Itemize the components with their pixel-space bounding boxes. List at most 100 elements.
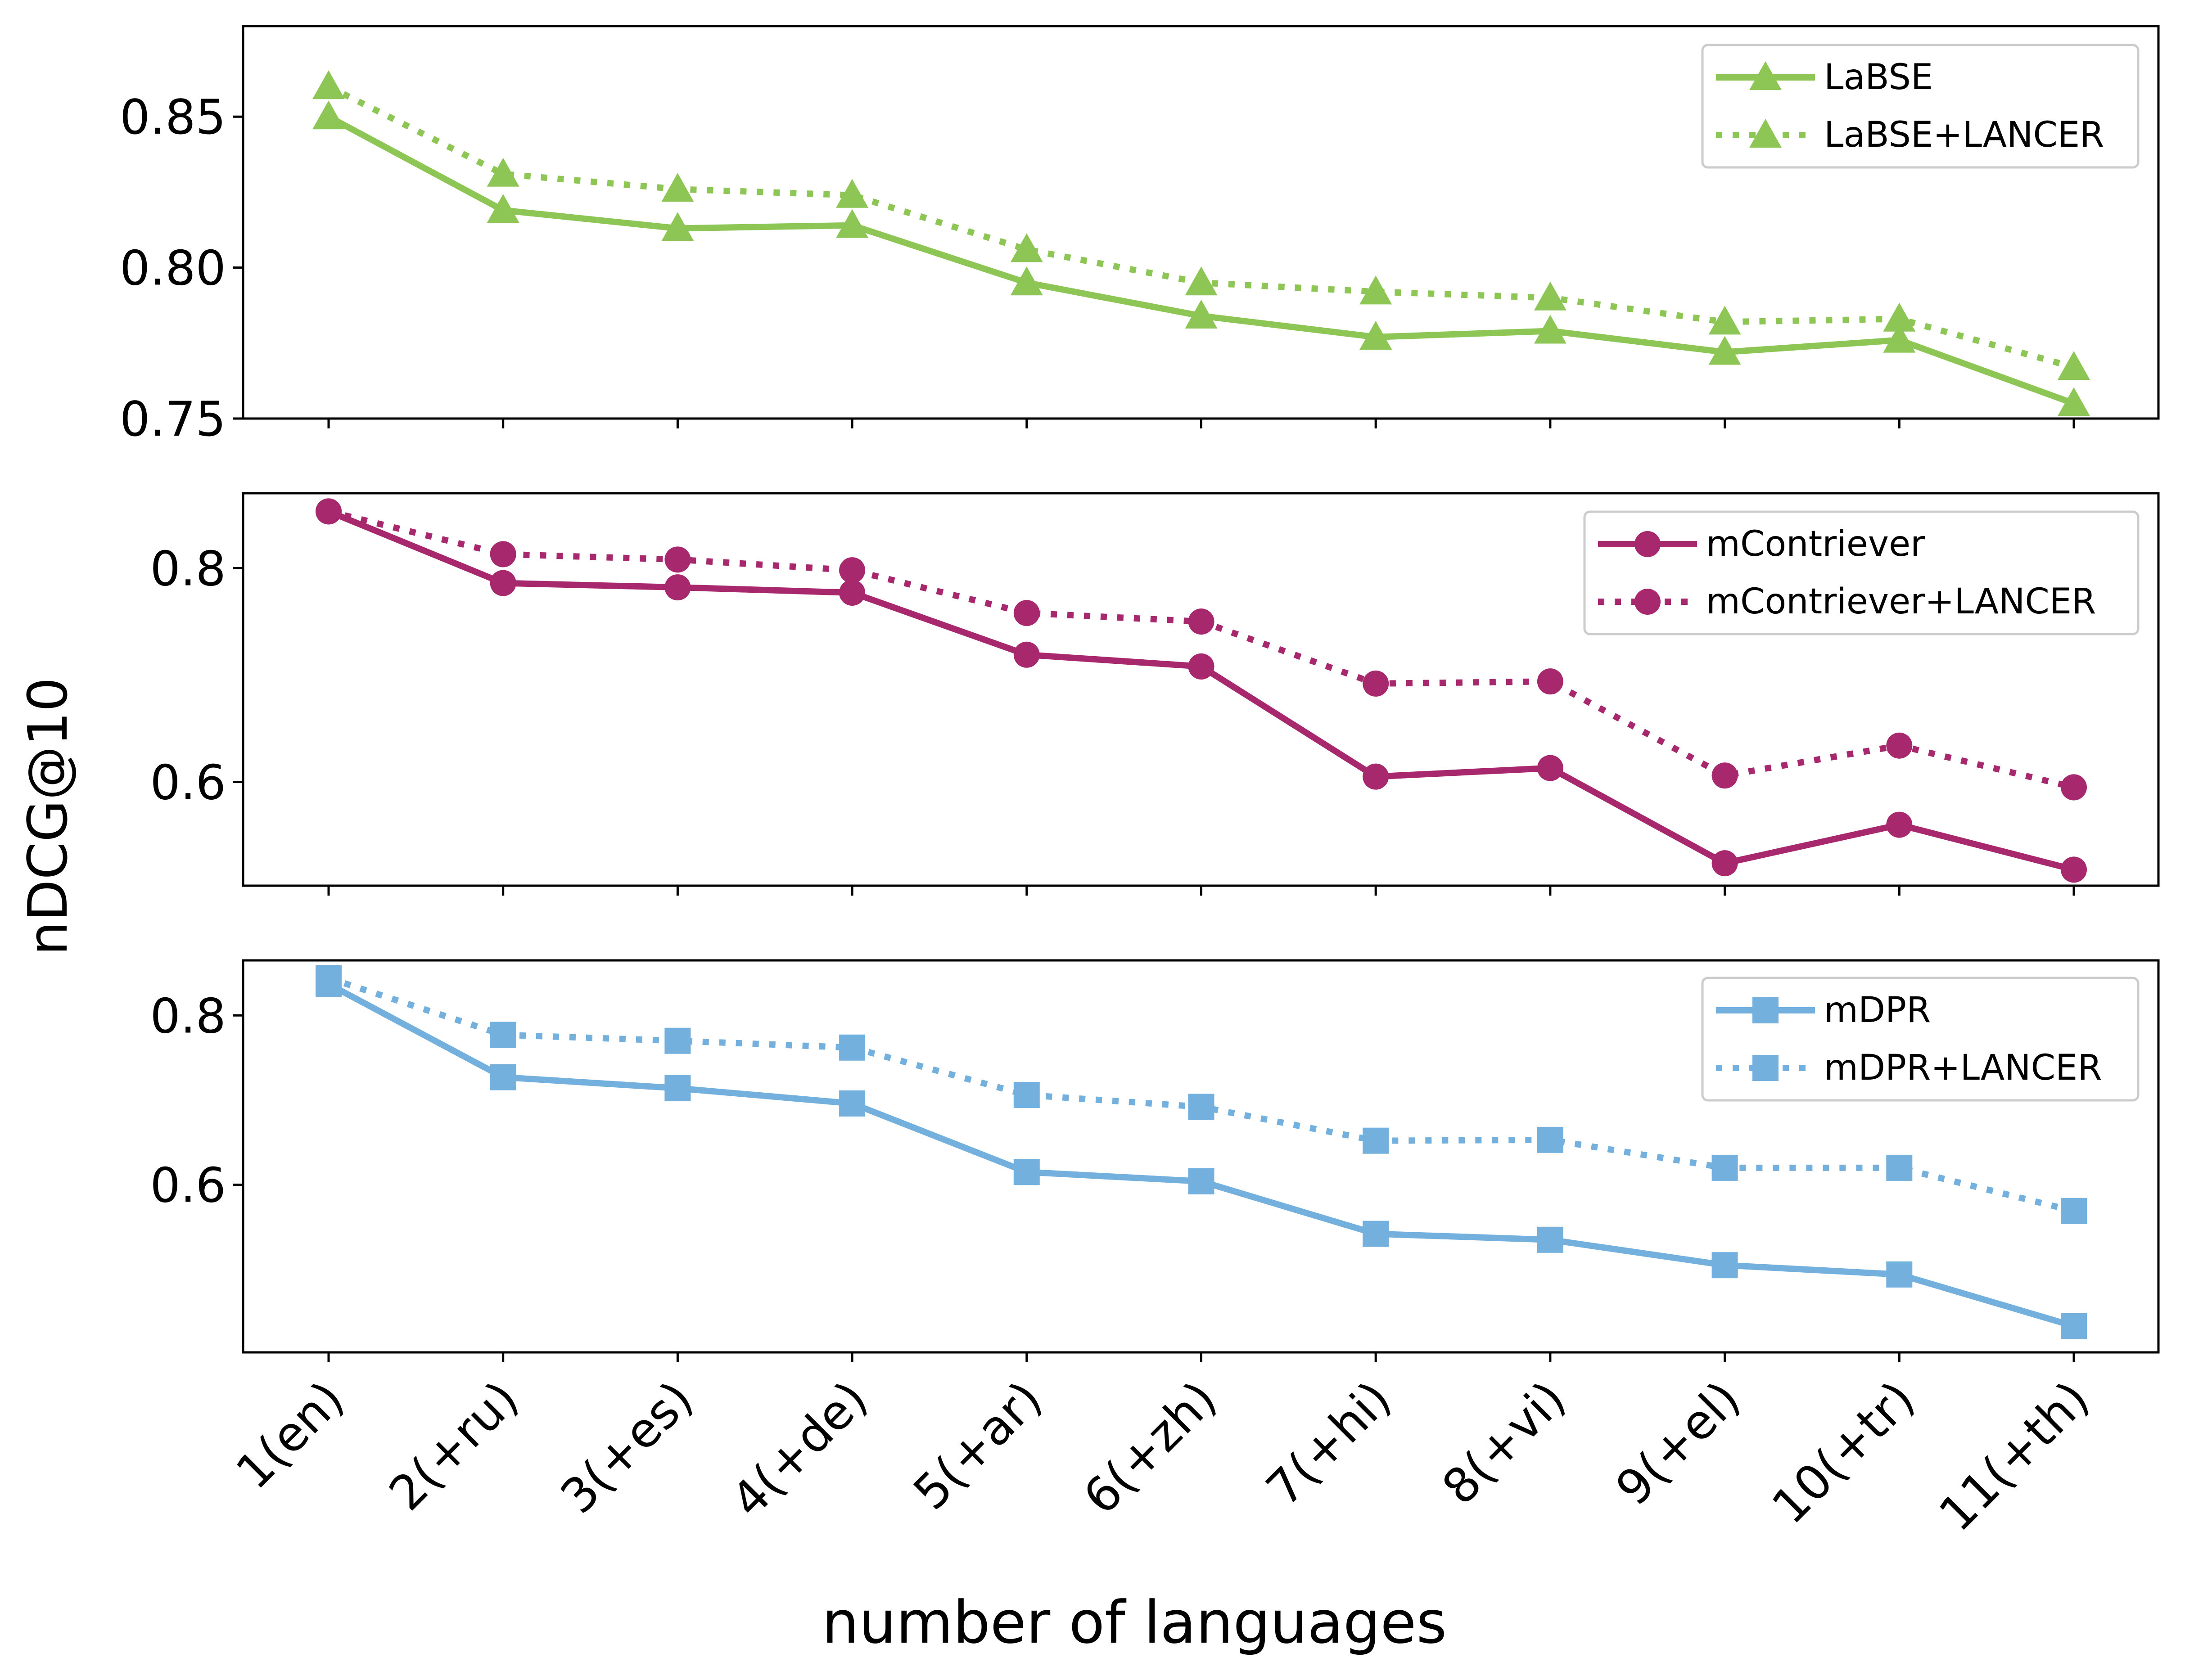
data-point — [1534, 315, 1567, 344]
data-point — [661, 173, 694, 202]
data-point — [490, 541, 516, 568]
legend-label: mContriever — [1706, 524, 1925, 564]
data-point — [664, 1027, 691, 1054]
x-tick-label: 4(+de) — [721, 1371, 878, 1528]
data-point — [664, 1075, 691, 1102]
y-tick-label: 0.6 — [150, 1158, 226, 1213]
data-point — [316, 498, 342, 525]
data-point — [1537, 755, 1563, 781]
legend: mDPR mDPR+LANCER — [1701, 977, 2140, 1102]
data-point — [2061, 1198, 2087, 1224]
data-point — [1188, 608, 1214, 635]
chart-panels: 0.75 0.80 0.85 LaBSE LaBSE+LANCER 0.6 0.8 mCont… — [120, 25, 2160, 1542]
legend-label: mDPR — [1824, 990, 1931, 1031]
x-tick-label: 2(+ru) — [379, 1371, 529, 1521]
y-tick-label: 0.6 — [150, 755, 226, 811]
data-point — [1013, 641, 1040, 668]
data-point — [1188, 1094, 1214, 1120]
x-tick-label: 6(+zh) — [1073, 1371, 1227, 1525]
data-point — [2061, 856, 2087, 883]
data-point — [1711, 1154, 1738, 1181]
data-point — [1886, 1261, 1913, 1288]
x-tick-label: 5(+ar) — [903, 1371, 1053, 1521]
y-axis-title: nDCG@10 — [17, 677, 80, 955]
legend-marker — [1752, 1055, 1779, 1081]
data-point — [1537, 668, 1563, 695]
data-point — [312, 70, 345, 99]
y-tick-label: 0.8 — [150, 988, 226, 1044]
data-point — [2058, 351, 2090, 380]
x-tick-label: 1(en) — [226, 1371, 355, 1500]
y-tick-label: 0.80 — [120, 241, 226, 296]
data-point — [1010, 233, 1043, 262]
x-tick-label: 10(+tr) — [1761, 1371, 1925, 1535]
x-tick-label: 3(+es) — [550, 1371, 704, 1524]
data-point — [487, 158, 519, 187]
data-point — [2058, 387, 2090, 416]
x-axis-title: number of languages — [822, 1588, 1447, 1657]
data-point — [836, 179, 869, 208]
legend-marker — [1634, 589, 1661, 615]
data-point — [836, 209, 869, 238]
legend-label: mContriever+LANCER — [1706, 581, 2096, 622]
data-point — [1886, 811, 1913, 838]
data-point — [1185, 266, 1218, 296]
data-point — [1886, 732, 1913, 759]
data-point — [839, 557, 866, 584]
data-point — [2061, 774, 2087, 801]
data-point — [1708, 306, 1741, 335]
panel-2: 0.6 0.8 mContriever mContriever+LANCER — [150, 492, 2160, 896]
x-tick-label: 8(+vi) — [1431, 1371, 1576, 1515]
data-point — [1363, 763, 1389, 790]
data-point — [490, 1064, 516, 1090]
data-point — [1359, 275, 1392, 305]
data-point — [839, 1034, 866, 1061]
data-point — [1013, 1159, 1040, 1185]
data-point — [1013, 1082, 1040, 1108]
data-point — [1363, 1127, 1389, 1154]
data-point — [487, 194, 519, 223]
data-point — [1010, 266, 1043, 296]
data-point — [661, 212, 694, 241]
legend-marker — [1634, 531, 1661, 557]
series-labse-lancer — [312, 70, 2090, 380]
data-point — [312, 100, 345, 130]
data-point — [1013, 600, 1040, 626]
data-point — [1537, 1126, 1563, 1153]
data-point — [839, 1090, 866, 1117]
data-point — [1359, 320, 1392, 350]
data-point — [1883, 324, 1916, 353]
data-point — [1711, 850, 1738, 877]
panel-1: 0.75 0.80 0.85 LaBSE LaBSE+LANCER — [120, 25, 2160, 447]
data-point — [664, 546, 691, 573]
legend-label: LaBSE+LANCER — [1824, 115, 2104, 155]
legend: mContriever mContriever+LANCER — [1583, 510, 2140, 635]
data-point — [1188, 1168, 1214, 1194]
data-point — [1188, 653, 1214, 680]
data-point — [490, 570, 516, 596]
y-tick-label: 0.8 — [150, 541, 226, 596]
data-point — [1534, 281, 1567, 311]
data-point — [1185, 299, 1218, 329]
data-point — [839, 579, 866, 606]
y-tick-label: 0.75 — [120, 392, 226, 447]
data-point — [1708, 336, 1741, 365]
legend: LaBSE LaBSE+LANCER — [1701, 44, 2140, 169]
series-labse — [312, 100, 2090, 416]
legend-box — [1583, 510, 2140, 635]
data-point — [316, 965, 342, 991]
data-point — [1886, 1154, 1913, 1181]
x-tick-label: 11(+th) — [1928, 1371, 2100, 1542]
series-mcontriever-lancer — [316, 498, 2087, 801]
data-point — [1883, 302, 1916, 332]
data-point — [1363, 670, 1389, 697]
data-point — [1363, 1221, 1389, 1247]
data-point — [2061, 1313, 2087, 1339]
data-point — [490, 1022, 516, 1048]
data-point — [1537, 1226, 1563, 1253]
panel-3: 0.6 0.8 1(en) 2(+ru) 3(+es) 4(+de) 5(+ar) 6(+zh… — [150, 959, 2160, 1542]
data-point — [1711, 762, 1738, 789]
x-tick-label: 9(+el) — [1605, 1371, 1751, 1516]
legend-marker — [1749, 61, 1782, 90]
